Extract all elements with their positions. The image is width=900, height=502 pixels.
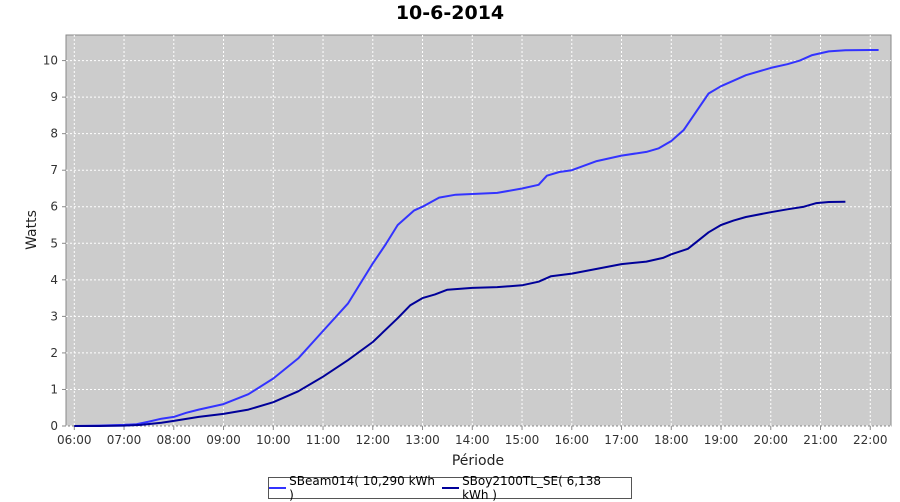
legend-label-1: SBeam014( 10,290 kWh ) bbox=[289, 474, 436, 502]
x-tick-label: 10:00 bbox=[256, 433, 291, 447]
y-axis-label: Watts bbox=[24, 210, 40, 250]
x-tick-label: 09:00 bbox=[206, 433, 241, 447]
grid-lines bbox=[66, 35, 891, 427]
x-tick-label: 20:00 bbox=[753, 433, 788, 447]
y-tick-label: 9 bbox=[50, 90, 58, 104]
x-tick-label: 06:00 bbox=[57, 433, 92, 447]
y-tick-label: 3 bbox=[50, 309, 58, 323]
series-line-1 bbox=[74, 49, 879, 427]
x-tick-label: 18:00 bbox=[654, 433, 689, 447]
y-tick-label: 8 bbox=[50, 127, 58, 141]
legend-swatch-1 bbox=[269, 487, 287, 489]
line-chart: 0 1 2 3 4 5 6 7 8 9 10 06:00 07:00 08:00 09:00 10:00 11:… bbox=[24, 34, 892, 469]
y-tick-label: 10 bbox=[43, 54, 58, 68]
axes: 0 1 2 3 4 5 6 7 8 9 10 06:00 07:00 08:00 09:00 10:00 11:… bbox=[43, 54, 888, 447]
legend: SBeam014( 10,290 kWh ) SBoy2100TL_SE( 6,… bbox=[268, 474, 632, 502]
x-tick-label: 12:00 bbox=[355, 433, 390, 447]
y-tick-label: 5 bbox=[50, 236, 58, 250]
series-line-2 bbox=[74, 200, 846, 427]
x-tick-label: 13:00 bbox=[405, 433, 440, 447]
x-tick-label: 07:00 bbox=[107, 433, 142, 447]
y-tick-label: 1 bbox=[50, 382, 58, 396]
x-tick-label: 21:00 bbox=[803, 433, 838, 447]
x-tick-label: 15:00 bbox=[505, 433, 540, 447]
y-tick-label: 2 bbox=[50, 346, 58, 360]
legend-label-2: SBoy2100TL_SE( 6,138 kWh ) bbox=[462, 474, 601, 502]
legend-swatch-2 bbox=[441, 487, 460, 489]
x-tick-label: 17:00 bbox=[604, 433, 639, 447]
series-lines bbox=[74, 49, 879, 427]
x-tick-label: 08:00 bbox=[156, 433, 191, 447]
x-tick-label: 11:00 bbox=[306, 433, 341, 447]
y-tick-label: 6 bbox=[50, 200, 58, 214]
x-axis-label: Période bbox=[452, 453, 504, 469]
y-tick-label: 0 bbox=[50, 419, 58, 433]
x-tick-label: 19:00 bbox=[704, 433, 739, 447]
x-tick-label: 16:00 bbox=[554, 433, 589, 447]
x-tick-label: 22:00 bbox=[853, 433, 888, 447]
y-tick-label: 7 bbox=[50, 163, 58, 177]
chart-title: 10-6-2014 bbox=[395, 2, 505, 24]
plot-area bbox=[65, 34, 892, 427]
legend-item: SBoy2100TL_SE( 6,138 kWh ) bbox=[441, 474, 631, 502]
y-tick-label: 4 bbox=[50, 273, 58, 287]
x-tick-label: 14:00 bbox=[455, 433, 490, 447]
legend-item: SBeam014( 10,290 kWh ) bbox=[269, 474, 436, 502]
